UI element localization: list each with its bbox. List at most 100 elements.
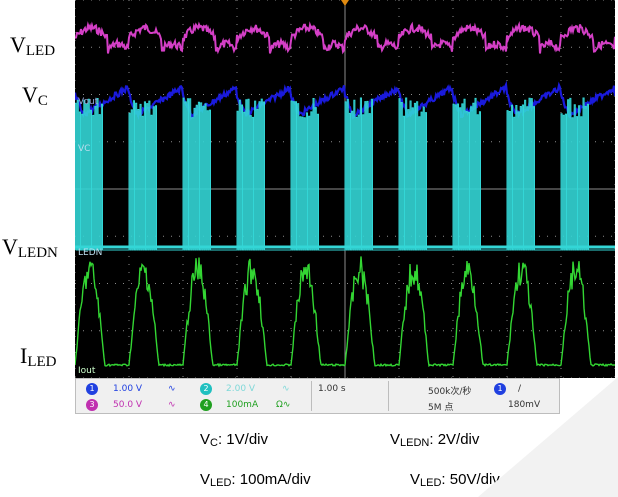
trace-tag-ledn: LEDN — [78, 248, 103, 258]
grid-dot — [491, 0, 492, 1]
grid-dot — [107, 0, 108, 1]
grid-dot — [331, 141, 332, 143]
grid-dot — [236, 0, 238, 1]
grid-dot — [614, 144, 615, 145]
grid-dot — [443, 330, 444, 332]
grid-dot — [299, 0, 300, 1]
grid-dot — [315, 0, 316, 1]
grid-dot — [203, 46, 204, 48]
grid-dot — [506, 344, 508, 345]
grid-dot — [379, 235, 380, 237]
grid-dot — [347, 377, 348, 378]
grid-dot — [267, 46, 268, 48]
grid-dot — [123, 283, 124, 284]
grid-dot — [452, 336, 454, 337]
grid-dot — [398, 312, 400, 313]
grid-dot — [506, 376, 508, 377]
grid-dot — [236, 16, 238, 17]
grid-dot — [243, 283, 244, 284]
grid-dot — [267, 330, 268, 332]
grid-dot — [443, 283, 444, 284]
grid-dot — [128, 256, 130, 257]
grid-dot — [411, 94, 412, 95]
grid-dot — [291, 0, 292, 1]
grid-dot — [398, 280, 400, 281]
grid-dot — [387, 377, 388, 378]
vled-side-label: VLED — [10, 32, 56, 59]
grid-dot — [411, 46, 412, 48]
ch3-scale: 50.0 V — [113, 400, 143, 410]
grid-dot — [236, 320, 238, 321]
grid-dot — [107, 235, 108, 237]
grid-dot — [75, 48, 76, 49]
grid-dot — [614, 240, 615, 241]
grid-dot — [195, 330, 196, 332]
grid-dot — [259, 0, 260, 1]
grid-dot — [227, 235, 228, 237]
grid-dot — [139, 377, 140, 378]
grid-dot — [182, 256, 184, 257]
grid-dot — [219, 330, 220, 332]
grid-dot — [128, 352, 130, 353]
grid-dot — [560, 8, 562, 9]
grid-dot — [614, 320, 615, 321]
ch1-badge[interactable]: 1 — [86, 383, 98, 395]
grid-dot — [267, 94, 268, 95]
grid-dot — [475, 377, 476, 378]
grid-dot — [491, 330, 492, 332]
grid-dot — [603, 0, 604, 1]
grid-dot — [195, 377, 196, 378]
grid-dot — [115, 377, 116, 378]
grid-dot — [182, 328, 184, 329]
grid-dot — [331, 330, 332, 332]
grid-dot — [452, 80, 454, 81]
grid-dot — [131, 46, 132, 48]
grid-dot — [211, 330, 212, 332]
grid-dot — [339, 377, 340, 378]
ch3-bw-icon: ∿ — [168, 400, 176, 410]
grid-dot — [547, 283, 548, 284]
record-length-readout: 5M 点 — [428, 403, 454, 413]
grid-dot — [398, 256, 400, 257]
grid-dot — [435, 141, 436, 143]
grid-dot — [560, 0, 562, 1]
grid-dot — [211, 46, 212, 48]
grid-dot — [452, 24, 454, 25]
ch4-badge[interactable]: 4 — [200, 399, 212, 411]
ch3-badge[interactable]: 3 — [86, 399, 98, 411]
grid-dot — [195, 283, 196, 284]
grid-dot — [398, 72, 400, 73]
grid-dot — [75, 344, 76, 345]
grid-dot — [614, 64, 615, 65]
ch2-badge[interactable]: 2 — [200, 383, 212, 395]
grid-dot — [187, 330, 188, 332]
grid-dot — [515, 46, 516, 48]
grid-dot — [75, 377, 76, 378]
grid-dot — [452, 368, 454, 369]
trace-tag-vc: VC — [78, 144, 91, 154]
grid-dot — [195, 46, 196, 48]
grid-dot — [115, 283, 116, 284]
grid-dot — [182, 0, 184, 1]
grid-dot — [398, 24, 400, 25]
grid-dot — [91, 94, 92, 95]
grid-dot — [371, 283, 372, 284]
grid-dot — [395, 141, 396, 143]
grid-dot — [363, 46, 364, 48]
grid-dot — [563, 46, 564, 48]
grid-dot — [371, 46, 372, 48]
grid-dot — [182, 352, 184, 353]
grid-dot — [398, 32, 400, 33]
grid-dot — [403, 46, 404, 48]
grid-dot — [451, 141, 452, 143]
grid-dot — [614, 80, 615, 81]
grid-dot — [203, 94, 204, 95]
grid-dot — [614, 304, 615, 305]
vledn-side-label: VLEDN — [2, 234, 58, 261]
grid-dot — [259, 94, 260, 95]
grid-dot — [411, 377, 412, 378]
grid-dot — [236, 344, 238, 345]
grid-dot — [363, 377, 364, 378]
grid-dot — [398, 8, 400, 9]
grid-dot — [128, 344, 130, 345]
